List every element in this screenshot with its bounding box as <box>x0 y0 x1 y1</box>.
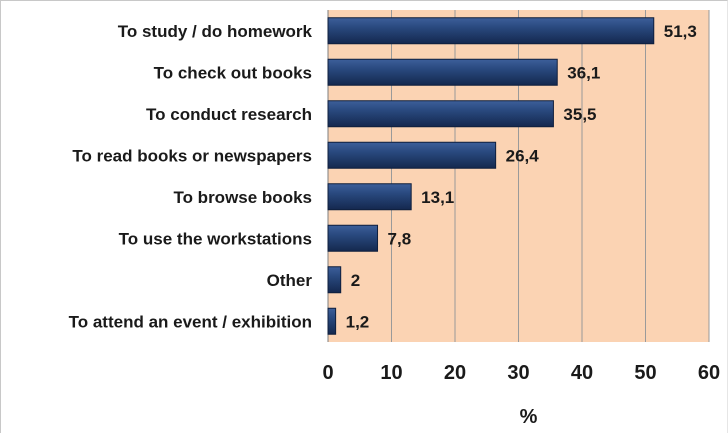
x-tick-label: 10 <box>380 362 402 384</box>
x-tick-labels: 0 10 20 30 40 50 60 <box>322 362 720 384</box>
x-tick-label: 0 <box>322 362 333 384</box>
value-label: 35,5 <box>563 105 596 124</box>
value-label: 13,1 <box>421 188 454 207</box>
value-label: 1,2 <box>346 312 370 331</box>
bar <box>327 224 379 252</box>
x-tick-label: 20 <box>444 362 466 384</box>
value-label: 2 <box>351 271 360 290</box>
category-labels: To study / do homework To check out books… <box>69 22 313 332</box>
bar <box>327 266 342 294</box>
category-label: To browse books <box>173 188 312 207</box>
category-label: To read books or newspapers <box>72 146 312 165</box>
category-label: To attend an event / exhibition <box>69 312 312 331</box>
value-labels: 51,3 36,1 35,5 26,4 13,1 7,8 2 1,2 <box>346 22 697 332</box>
category-label: To conduct research <box>146 105 312 124</box>
value-label: 36,1 <box>567 63 600 82</box>
value-label: 51,3 <box>664 22 697 41</box>
bar <box>327 58 558 86</box>
bar <box>327 307 337 335</box>
x-tick-label: 40 <box>571 362 593 384</box>
x-axis-title: % <box>520 406 538 428</box>
category-label: Other <box>267 271 313 290</box>
bar <box>327 100 554 128</box>
x-tick-label: 60 <box>698 362 720 384</box>
bar <box>327 141 497 169</box>
category-label: To study / do homework <box>118 22 313 41</box>
bar <box>327 17 655 45</box>
value-label: 7,8 <box>388 229 412 248</box>
bar <box>327 183 412 211</box>
category-label: To check out books <box>154 63 312 82</box>
category-label: To use the workstations <box>119 229 312 248</box>
x-tick-label: 30 <box>507 362 529 384</box>
x-tick-label: 50 <box>634 362 656 384</box>
value-label: 26,4 <box>506 146 540 165</box>
bars <box>327 17 655 335</box>
